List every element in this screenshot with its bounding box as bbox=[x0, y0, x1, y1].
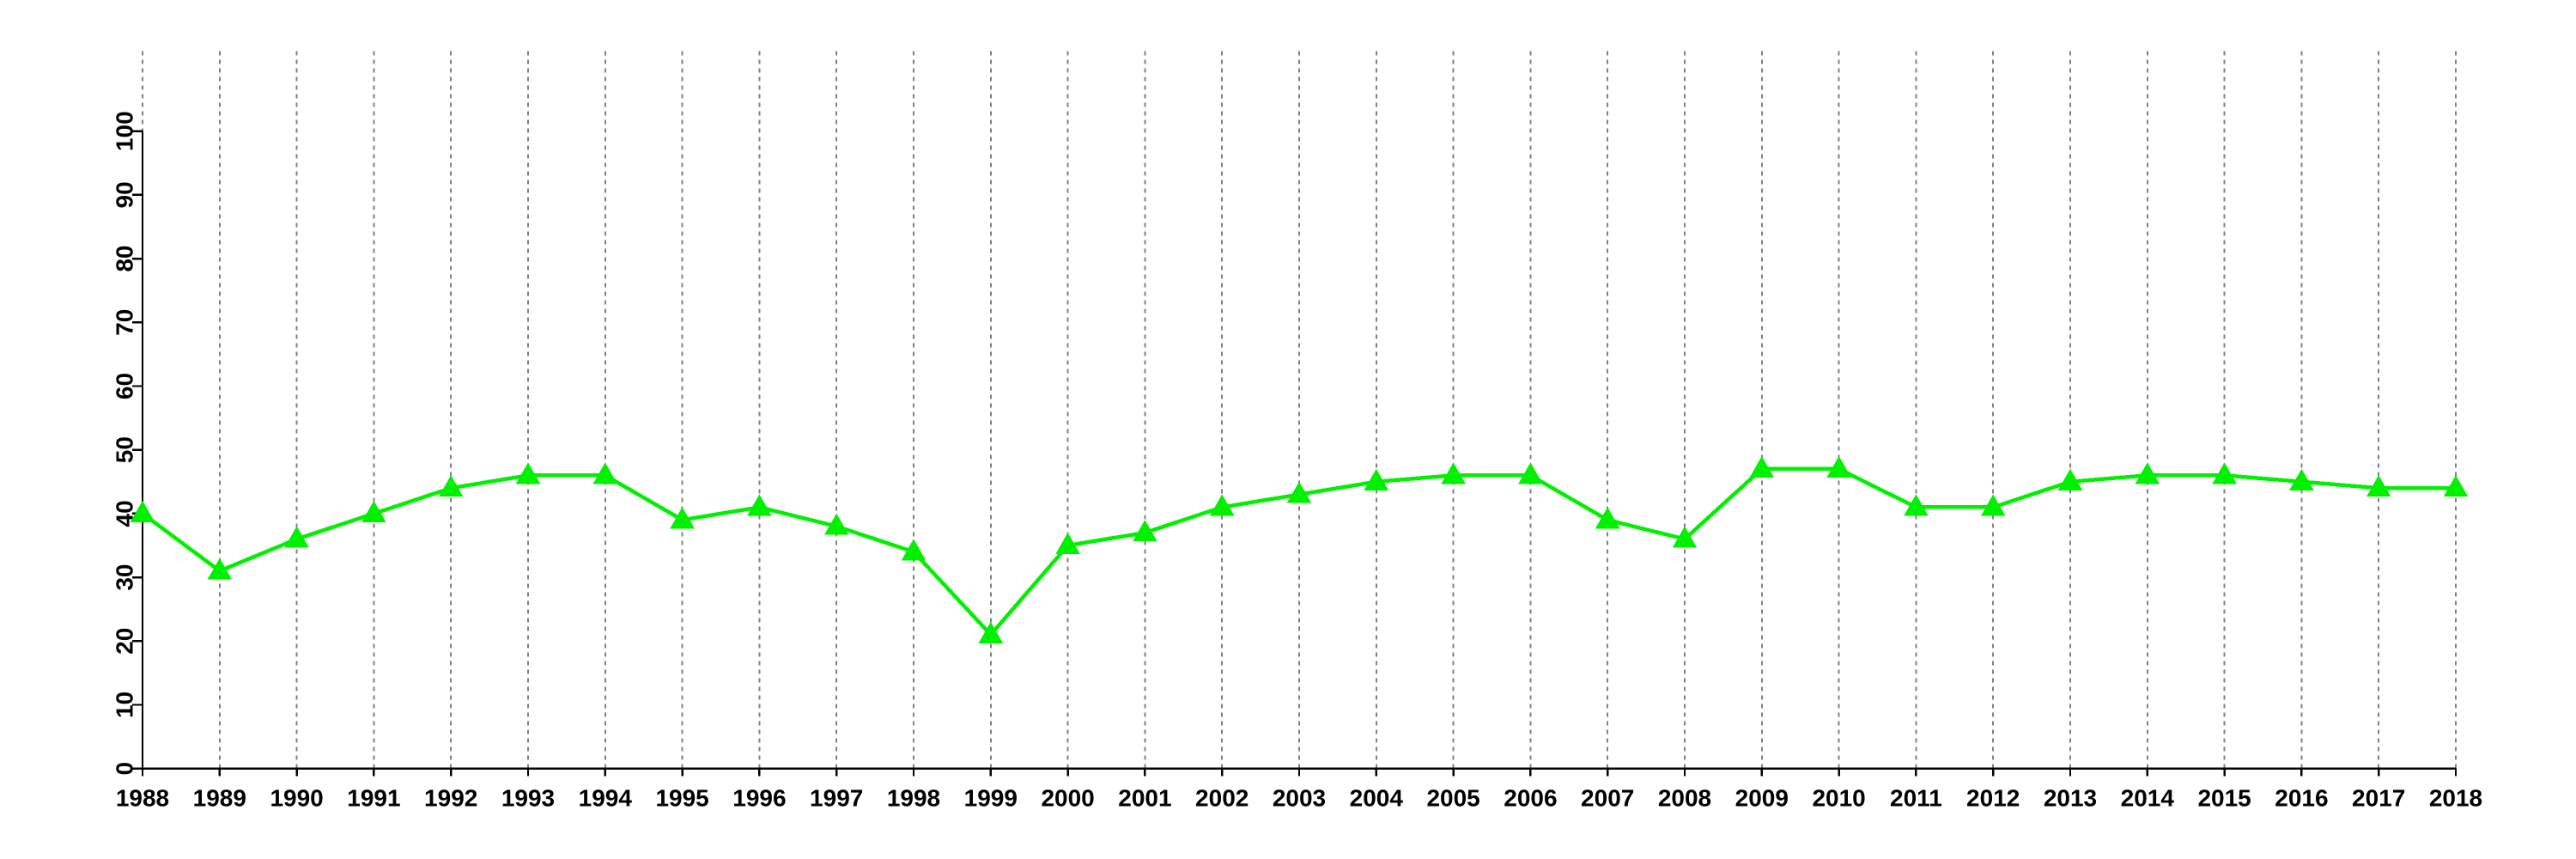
svg-text:0: 0 bbox=[111, 762, 137, 776]
svg-text:2012: 2012 bbox=[1966, 785, 2020, 812]
svg-text:80: 80 bbox=[111, 246, 137, 272]
svg-text:2006: 2006 bbox=[1504, 785, 1557, 812]
svg-text:2011: 2011 bbox=[1890, 785, 1942, 812]
svg-text:100: 100 bbox=[111, 111, 137, 151]
svg-text:2014: 2014 bbox=[2121, 785, 2175, 812]
svg-text:2008: 2008 bbox=[1658, 785, 1711, 812]
svg-text:20: 20 bbox=[111, 628, 137, 655]
svg-text:1994: 1994 bbox=[579, 785, 633, 812]
svg-text:60: 60 bbox=[111, 373, 137, 399]
svg-text:1992: 1992 bbox=[424, 785, 477, 812]
svg-text:1995: 1995 bbox=[655, 785, 708, 812]
svg-text:2009: 2009 bbox=[1735, 785, 1789, 812]
svg-text:1999: 1999 bbox=[964, 785, 1018, 812]
svg-text:2015: 2015 bbox=[2197, 785, 2251, 812]
svg-text:1988: 1988 bbox=[116, 785, 169, 812]
svg-text:2002: 2002 bbox=[1195, 785, 1249, 812]
svg-text:30: 30 bbox=[111, 564, 137, 591]
svg-text:2013: 2013 bbox=[2044, 785, 2097, 812]
svg-text:1996: 1996 bbox=[732, 785, 786, 812]
svg-text:1998: 1998 bbox=[887, 785, 940, 812]
svg-text:90: 90 bbox=[111, 181, 137, 208]
svg-text:2010: 2010 bbox=[1812, 785, 1865, 812]
svg-text:10: 10 bbox=[111, 691, 137, 718]
svg-text:50: 50 bbox=[111, 436, 137, 463]
svg-text:2000: 2000 bbox=[1041, 785, 1094, 812]
svg-text:1993: 1993 bbox=[501, 785, 555, 812]
svg-text:1990: 1990 bbox=[270, 785, 323, 812]
svg-text:2005: 2005 bbox=[1426, 785, 1479, 812]
svg-text:2001: 2001 bbox=[1118, 785, 1171, 812]
svg-text:2003: 2003 bbox=[1273, 785, 1326, 812]
svg-text:1991: 1991 bbox=[347, 785, 400, 812]
svg-text:2004: 2004 bbox=[1350, 785, 1404, 812]
svg-text:70: 70 bbox=[111, 309, 137, 336]
svg-text:1989: 1989 bbox=[193, 785, 246, 812]
svg-text:2018: 2018 bbox=[2429, 785, 2482, 812]
svg-text:1997: 1997 bbox=[810, 785, 863, 812]
svg-text:2017: 2017 bbox=[2352, 785, 2405, 812]
svg-text:2016: 2016 bbox=[2275, 785, 2328, 812]
svg-text:40: 40 bbox=[111, 500, 137, 527]
svg-text:2007: 2007 bbox=[1581, 785, 1634, 812]
